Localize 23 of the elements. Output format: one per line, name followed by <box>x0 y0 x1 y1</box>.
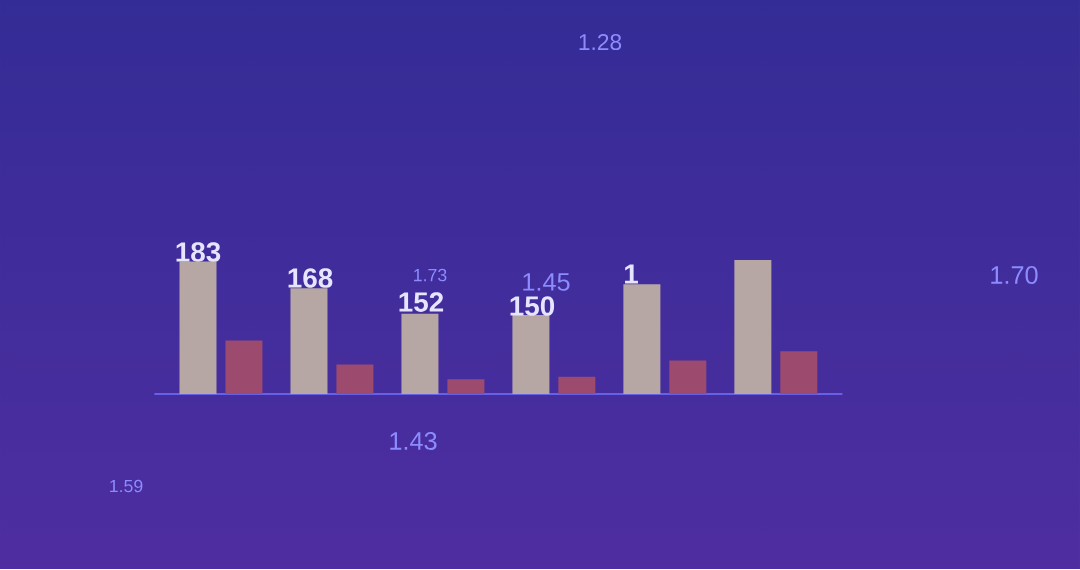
text: 1.28 <box>579 33 622 51</box>
text: 1.43 <box>390 432 437 450</box>
annotation: 1 <box>625 264 638 284</box>
text: 1.59 <box>110 479 143 493</box>
annotation: 152 <box>399 292 444 312</box>
bar <box>623 284 661 395</box>
bar <box>558 376 596 395</box>
text: 1.70 <box>991 266 1038 284</box>
bar <box>179 261 217 395</box>
annotation: 150 <box>510 296 555 316</box>
annotation: 1.45 <box>523 273 570 291</box>
bar <box>336 364 374 395</box>
bar <box>401 313 439 395</box>
bar <box>225 340 263 395</box>
annotation: 168 <box>288 268 333 288</box>
annotation: 183 <box>176 242 221 262</box>
annotation: 1.73 <box>414 268 447 282</box>
bar <box>447 379 485 395</box>
bar <box>669 360 707 395</box>
bar <box>290 288 328 395</box>
bar <box>734 260 772 395</box>
bar <box>512 314 550 395</box>
bar <box>780 351 818 395</box>
